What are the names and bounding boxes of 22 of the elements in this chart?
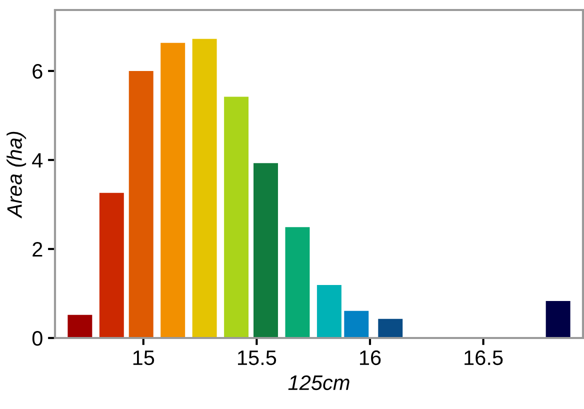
x-tick-label: 15	[133, 350, 154, 366]
bar	[546, 301, 570, 338]
x-axis-title: 125cm	[288, 375, 350, 390]
x-tick-label: 15.5	[238, 350, 276, 366]
bar	[128, 70, 154, 338]
x-tick-label: 16.5	[464, 350, 503, 366]
bar	[224, 96, 249, 338]
y-tick-label: 6	[32, 64, 42, 79]
bar	[344, 310, 369, 338]
bar	[99, 192, 124, 338]
y-tick-label: 0	[32, 331, 42, 346]
bar	[254, 163, 278, 338]
bar	[160, 42, 186, 338]
bar	[378, 318, 403, 338]
bar	[316, 285, 342, 338]
x-tick-label: 16	[360, 350, 381, 366]
y-tick-label: 2	[32, 242, 42, 257]
y-tick-label: 4	[32, 153, 43, 168]
bar	[68, 314, 92, 338]
bar	[285, 227, 310, 338]
bar	[192, 38, 217, 338]
y-axis-title: Area (ha)	[6, 132, 26, 218]
